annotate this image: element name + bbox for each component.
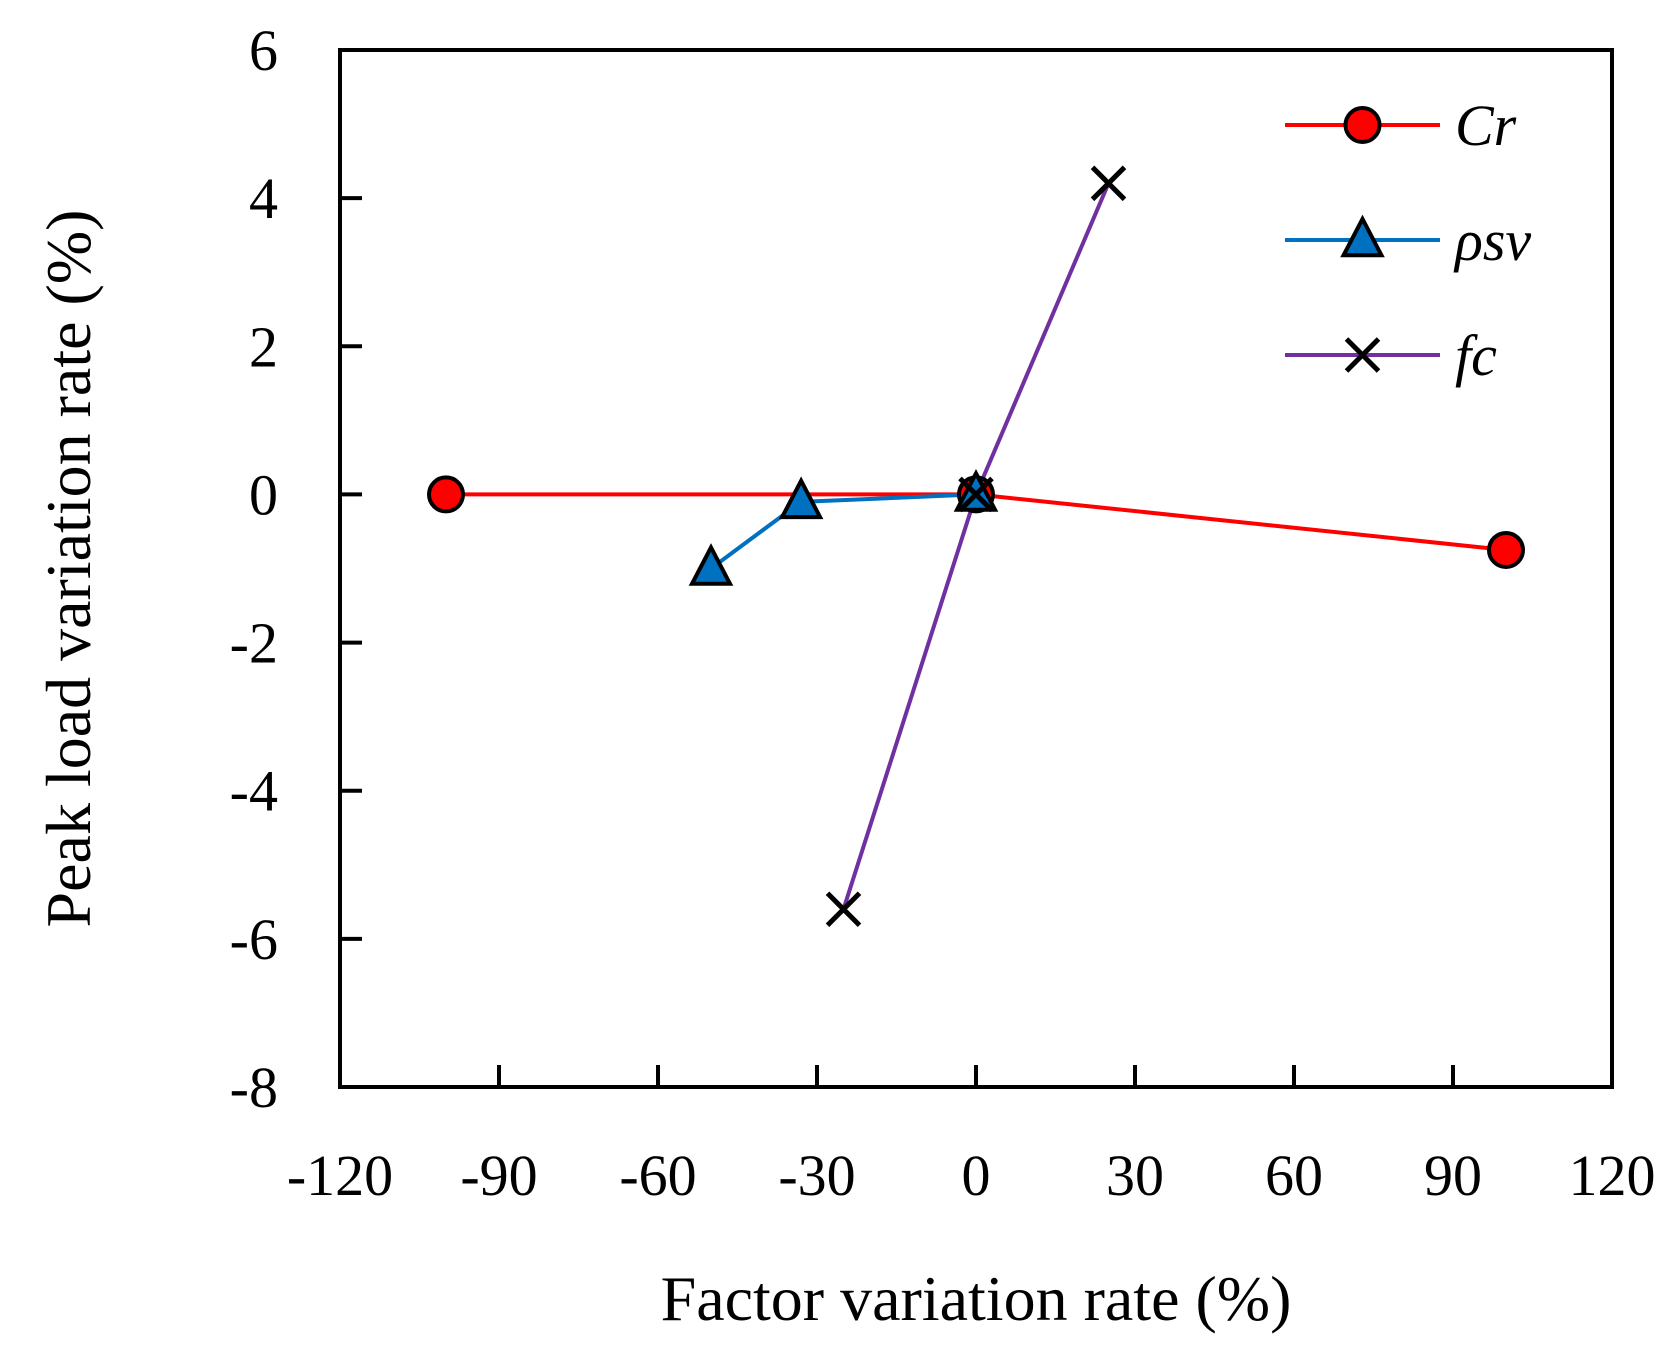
y-axis-ticks: -8 -6 -4 -2 0 2 4 6 bbox=[230, 18, 362, 1120]
y-tick-label: -6 bbox=[230, 907, 278, 972]
x-tick-label: 60 bbox=[1265, 1143, 1323, 1208]
y-tick-label: 4 bbox=[249, 166, 278, 231]
data-point-2-0 bbox=[825, 891, 862, 927]
series-layer bbox=[427, 165, 1525, 927]
series-line-1 bbox=[709, 492, 977, 571]
legend: Cr ρsv fc bbox=[1285, 93, 1531, 388]
y-tick-label: -4 bbox=[230, 759, 278, 824]
data-point-1-1 bbox=[778, 476, 824, 520]
x-tick-label: -120 bbox=[287, 1143, 393, 1208]
x-tick-label: 30 bbox=[1106, 1143, 1164, 1208]
legend-label: ρsv bbox=[1453, 208, 1531, 273]
legend-label: fc bbox=[1455, 323, 1497, 388]
y-tick-label: 0 bbox=[249, 462, 278, 527]
data-point-1-0 bbox=[688, 543, 734, 586]
data-point-2-1 bbox=[958, 476, 994, 513]
series-line-2 bbox=[841, 182, 1111, 910]
legend-swatch-marker bbox=[1344, 337, 1381, 373]
y-tick-label: -8 bbox=[230, 1055, 278, 1120]
x-tick-label: -90 bbox=[460, 1143, 537, 1208]
x-axis-ticks: -120 -90 -60 -30 0 30 60 90 120 bbox=[287, 1065, 1656, 1208]
x-tick-label: 0 bbox=[962, 1143, 991, 1208]
x-tick-label: -30 bbox=[778, 1143, 855, 1208]
x-tick-label: 90 bbox=[1424, 1143, 1482, 1208]
x-tick-label: -60 bbox=[619, 1143, 696, 1208]
y-tick-label: 6 bbox=[249, 18, 278, 83]
legend-swatch-marker bbox=[1340, 214, 1385, 258]
y-axis-title: Peak load variation rate (%) bbox=[33, 210, 104, 928]
legend-swatch-marker bbox=[1343, 106, 1382, 144]
y-tick-label: 2 bbox=[249, 314, 278, 379]
x-axis-title: Factor variation rate (%) bbox=[661, 1263, 1292, 1334]
data-point-0-0 bbox=[427, 475, 465, 514]
data-point-0-2 bbox=[1487, 530, 1525, 569]
x-tick-label: 120 bbox=[1569, 1143, 1656, 1208]
legend-label: Cr bbox=[1455, 93, 1517, 158]
plot-area-frame bbox=[338, 48, 1614, 1089]
data-point-2-2 bbox=[1090, 165, 1127, 202]
y-tick-label: -2 bbox=[230, 611, 278, 676]
